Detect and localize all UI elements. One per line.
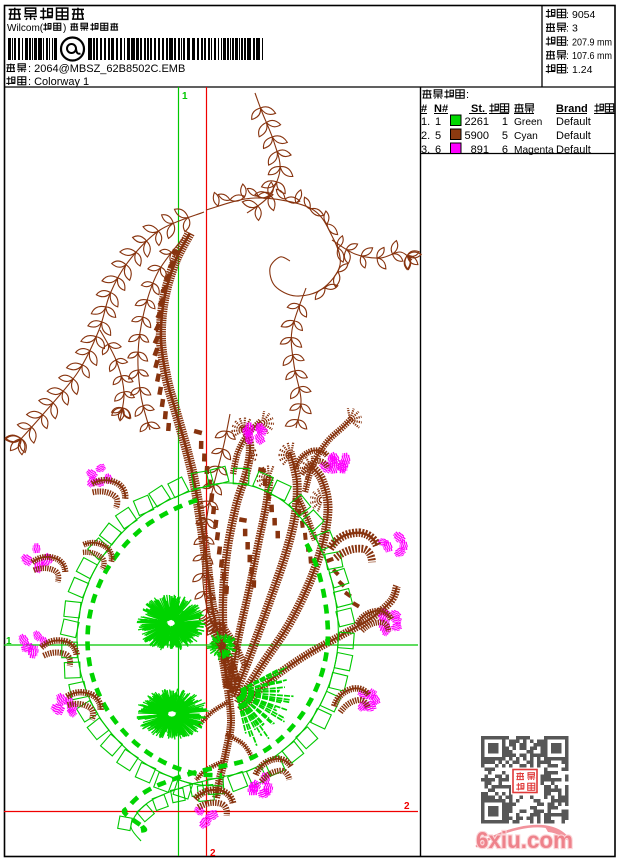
svg-text:1.: 1. [421, 116, 430, 128]
svg-text:Cyan: Cyan [514, 131, 538, 142]
svg-text:207.9 mm: 207.9 mm [572, 36, 612, 48]
svg-text:2: 2 [404, 801, 410, 812]
svg-text:891: 891 [471, 144, 489, 156]
svg-text:1.24: 1.24 [572, 64, 593, 76]
svg-text::: : [466, 89, 469, 101]
svg-text:: Colorway 1: : Colorway 1 [28, 76, 89, 88]
svg-text:2: 2 [210, 848, 216, 859]
svg-text:Green: Green [514, 117, 542, 128]
svg-text:Brand: Brand [556, 103, 588, 115]
svg-text:#: # [421, 103, 427, 115]
svg-text::: : [566, 50, 569, 62]
svg-text:St.: St. [471, 103, 485, 115]
svg-text::: : [566, 64, 569, 76]
svg-text:): ) [63, 23, 66, 34]
svg-text::: : [566, 23, 569, 35]
svg-text:Magenta: Magenta [514, 145, 554, 156]
svg-text:5: 5 [502, 130, 508, 142]
svg-text:3.: 3. [421, 144, 430, 156]
svg-text:1: 1 [6, 636, 12, 647]
svg-text:1: 1 [182, 91, 188, 102]
svg-text:Default: Default [556, 144, 591, 156]
svg-text:1: 1 [435, 116, 441, 128]
svg-text:1: 1 [502, 116, 508, 128]
svg-text:5: 5 [435, 130, 441, 142]
svg-text:6: 6 [435, 144, 441, 156]
svg-text:2261: 2261 [465, 116, 489, 128]
svg-text:5900: 5900 [465, 130, 489, 142]
svg-text:6: 6 [502, 144, 508, 156]
svg-text:Default: Default [556, 130, 591, 142]
svg-text:: 2064@MBSZ_62B8502C.EMB: : 2064@MBSZ_62B8502C.EMB [28, 63, 185, 75]
svg-text:9054: 9054 [572, 9, 596, 21]
svg-text::: : [566, 36, 569, 48]
svg-text::: : [566, 9, 569, 21]
svg-text:3: 3 [572, 23, 578, 35]
svg-text:Default: Default [556, 116, 591, 128]
svg-text:N#: N# [434, 103, 448, 115]
svg-text:2.: 2. [421, 130, 430, 142]
svg-text:Wilcom(: Wilcom( [7, 23, 44, 34]
svg-text:107.6 mm: 107.6 mm [572, 50, 612, 62]
svg-text:6xiu.com: 6xiu.com [476, 827, 573, 853]
